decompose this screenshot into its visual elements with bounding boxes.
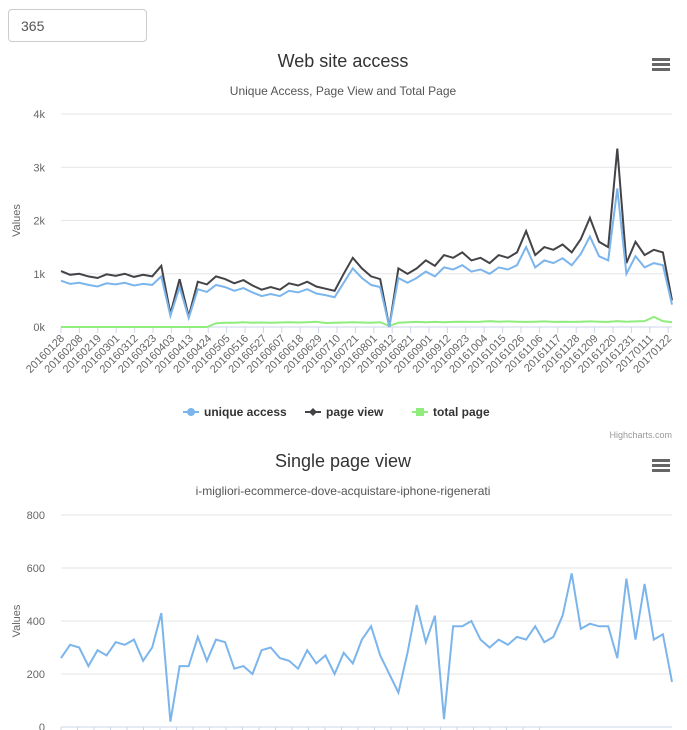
chart-menu-button[interactable] — [652, 58, 670, 71]
y-tick-label: 1k — [33, 269, 45, 281]
chart-title: Web site access — [278, 51, 409, 71]
menu-bar — [652, 469, 670, 472]
chart-menu-button[interactable] — [652, 459, 670, 472]
legend-item-total-page[interactable]: total page — [412, 405, 490, 419]
y-tick-label: 3k — [33, 162, 45, 174]
menu-bar — [652, 459, 670, 462]
y-tick-label: 200 — [27, 669, 45, 681]
y-tick-label: 800 — [27, 510, 45, 522]
series-line-total-page[interactable] — [61, 315, 673, 328]
y-tick-label: 2k — [33, 216, 45, 228]
legend-label: total page — [433, 405, 490, 419]
legend-marker-diamond-icon — [309, 408, 317, 416]
y-tick-label: 0 — [39, 722, 45, 730]
y-tick-label: 0k — [33, 322, 45, 334]
legend-item-unique-access[interactable]: unique access — [183, 405, 287, 419]
series-line-page-view[interactable] — [60, 148, 673, 328]
legend-marker-square-icon — [416, 408, 424, 416]
legend-marker-circle-icon — [187, 408, 195, 416]
menu-bar — [652, 68, 670, 71]
series-line-unique-access[interactable] — [60, 188, 673, 328]
legend-item-page-view[interactable]: page view — [305, 405, 384, 419]
menu-bar — [652, 464, 670, 467]
web-site-access-chart: Web site access Unique Access, Page View … — [11, 51, 674, 440]
legend-label: unique access — [204, 405, 287, 419]
y-axis-label: Values — [11, 604, 23, 637]
y-tick-label: 400 — [27, 616, 45, 628]
y-axis-label: Values — [11, 204, 23, 237]
series-line-values[interactable] — [60, 573, 673, 722]
menu-bar — [652, 58, 670, 61]
credits-link[interactable]: Highcharts.com — [609, 430, 672, 440]
chart-subtitle: Unique Access, Page View and Total Page — [230, 84, 457, 98]
days-input[interactable] — [8, 9, 147, 42]
chart-subtitle: i-migliori-ecommerce-dove-acquistare-iph… — [196, 484, 491, 498]
chart-title: Single page view — [275, 451, 412, 471]
single-page-view-chart: Single page view i-migliori-ecommerce-dov… — [11, 451, 673, 730]
legend-label: page view — [326, 405, 384, 419]
y-tick-label: 4k — [33, 109, 45, 121]
y-tick-label: 600 — [27, 563, 45, 575]
menu-bar — [652, 63, 670, 66]
